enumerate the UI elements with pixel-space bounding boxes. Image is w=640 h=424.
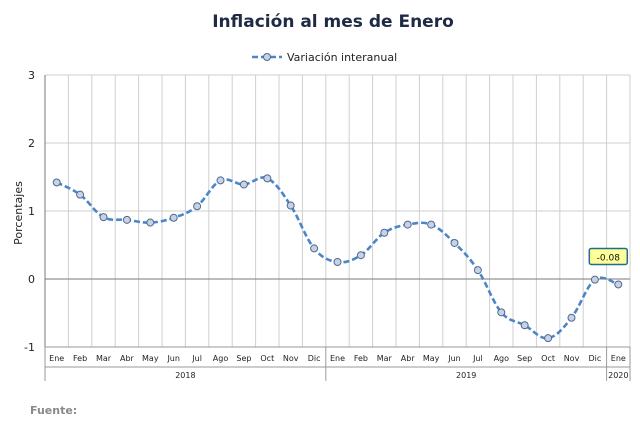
x-tick-label: Nov xyxy=(283,354,299,363)
x-tick-label: Jul xyxy=(191,354,202,363)
data-point xyxy=(169,213,178,222)
x-tick-label: Ago xyxy=(494,354,510,363)
x-tick-label: Sep xyxy=(236,354,251,363)
x-tick-label: Jun xyxy=(166,354,180,363)
data-point xyxy=(427,220,436,229)
legend-marker xyxy=(263,53,271,61)
data-point xyxy=(310,244,319,253)
x-tick-label: Ene xyxy=(330,354,345,363)
chart-title: Inflación al mes de Enero xyxy=(212,12,454,32)
y-tick-label: -1 xyxy=(24,341,35,354)
series-line xyxy=(56,176,619,340)
x-tick-label: Mar xyxy=(377,354,393,363)
legend: Variación interanual xyxy=(252,51,397,64)
legend-label: Variación interanual xyxy=(287,51,397,64)
x-tick-label: Ene xyxy=(611,354,626,363)
x-tick-label: Oct xyxy=(541,354,555,363)
data-point xyxy=(614,280,623,289)
data-point xyxy=(239,180,248,189)
y-tick-label: 1 xyxy=(28,205,35,218)
x-tick-labels: Ene Feb Mar Abr May Jun Jul Ago Sep Oct Nov Dic Ene F… xyxy=(49,354,626,363)
data-point xyxy=(333,258,342,266)
x-tick-label: Feb xyxy=(354,354,368,363)
data-point xyxy=(520,321,529,330)
x-tick-label: May xyxy=(423,354,440,363)
data-point xyxy=(193,202,202,211)
x-tick-label: Jun xyxy=(447,354,461,363)
source-label: Fuente: xyxy=(30,404,77,417)
x-tick-label: Abr xyxy=(120,354,135,363)
y-tick-label: 3 xyxy=(28,69,35,82)
y-axis-label: Porcentajes xyxy=(12,181,25,245)
x-tick-label: Feb xyxy=(73,354,87,363)
data-point xyxy=(52,178,61,187)
y-tick-label: 2 xyxy=(28,137,35,150)
x-tick-label: Abr xyxy=(401,354,416,363)
data-point xyxy=(403,220,412,229)
year-label: 2019 xyxy=(456,371,476,380)
x-tick-label: Oct xyxy=(260,354,274,363)
x-tick-label: Mar xyxy=(96,354,112,363)
series-variacion-interanual xyxy=(52,174,623,343)
data-point xyxy=(76,190,85,199)
x-tick-label: Dic xyxy=(589,354,602,363)
data-point xyxy=(497,308,506,317)
year-label: 2018 xyxy=(175,371,195,380)
annotations: -0.08 xyxy=(588,247,629,266)
data-point xyxy=(286,201,295,210)
y-tick-label: 0 xyxy=(28,273,35,286)
year-labels: 2018 2019 2020 xyxy=(175,371,628,380)
data-label-box xyxy=(588,247,629,266)
data-label: -0.08 xyxy=(597,253,621,263)
data-point xyxy=(99,213,108,222)
axes xyxy=(44,75,631,381)
x-tick-label: Sep xyxy=(517,354,532,363)
data-point xyxy=(122,215,131,224)
gridlines xyxy=(44,74,631,348)
x-tick-label: May xyxy=(142,354,159,363)
x-tick-label: Dic xyxy=(308,354,321,363)
data-point xyxy=(544,334,553,343)
data-point xyxy=(263,174,272,183)
data-point xyxy=(216,176,225,185)
data-point xyxy=(356,251,365,260)
data-point xyxy=(567,313,576,322)
data-point xyxy=(450,238,459,247)
data-point xyxy=(146,218,155,227)
data-point xyxy=(590,275,599,284)
year-label: 2020 xyxy=(608,371,628,380)
y-tick-labels: 3 2 1 0 -1 xyxy=(24,69,35,354)
x-tick-label: Nov xyxy=(564,354,580,363)
data-point xyxy=(380,228,389,237)
x-tick-label: Jul xyxy=(472,354,483,363)
data-point xyxy=(473,266,482,275)
x-tick-label: Ene xyxy=(49,354,64,363)
x-tick-label: Ago xyxy=(213,354,229,363)
